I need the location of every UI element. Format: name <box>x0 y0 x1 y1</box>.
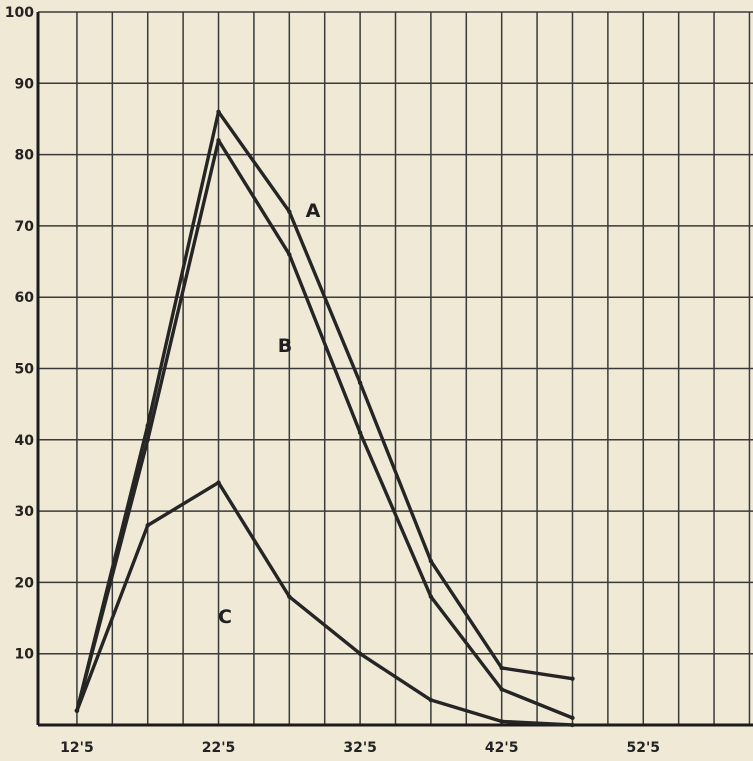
series-C-point-0 <box>74 708 80 713</box>
y-tick-label-10: 10 <box>15 647 35 663</box>
series-B-point-1 <box>145 437 150 442</box>
x-tick-label-4: 52'5 <box>627 740 661 756</box>
series-B-point-6 <box>499 687 504 692</box>
y-tick-label-90: 90 <box>15 76 35 92</box>
y-tick-label-70: 70 <box>15 219 35 235</box>
series-lines <box>74 109 575 728</box>
series-C-point-5 <box>428 697 434 703</box>
series-B-point-4 <box>357 430 363 435</box>
series-A-point-2 <box>216 109 221 115</box>
series-label-A: A <box>306 200 321 222</box>
grid <box>38 11 753 725</box>
series-C-point-3 <box>287 594 292 599</box>
series-line-B <box>75 138 575 720</box>
series-A-point-5 <box>428 558 434 564</box>
y-tick-label-80: 80 <box>15 148 35 164</box>
series-C-point-4 <box>357 651 363 656</box>
axes <box>36 12 753 727</box>
y-tick-label-20: 20 <box>15 575 35 591</box>
series-A-point-3 <box>287 209 292 214</box>
series-B-point-2 <box>216 138 221 143</box>
series-C-point-1 <box>145 523 150 528</box>
tick-labels: 10 20 30 40 50 60 70 80 90 100 12'5 22'5 32'5 42'5 52'… <box>5 5 660 756</box>
x-tick-label-1: 22'5 <box>202 740 236 756</box>
series-label-C: C <box>218 606 232 628</box>
series-B-point-5 <box>428 594 434 599</box>
series-B-point-3 <box>287 252 292 257</box>
series-A-point-6 <box>499 665 504 671</box>
series-C-point-6 <box>499 719 504 724</box>
series-A-point-7 <box>570 676 575 681</box>
series-C-point-2 <box>216 480 221 485</box>
y-tick-label-60: 60 <box>15 290 35 306</box>
series-line-A <box>75 110 575 713</box>
y-tick-label-30: 30 <box>15 504 35 520</box>
series-A-point-4 <box>357 380 363 385</box>
series-label-B: B <box>278 335 292 357</box>
x-tick-label-0: 12'5 <box>60 740 94 756</box>
x-tick-label-3: 42'5 <box>485 740 519 756</box>
series-B-point-7 <box>570 715 575 721</box>
x-tick-label-2: 32'5 <box>343 740 377 756</box>
series-line-C <box>75 480 575 727</box>
series-labels: A B C <box>218 200 321 628</box>
series-A-point-1 <box>145 423 150 428</box>
series-C-point-7 <box>570 722 575 728</box>
y-tick-label-100: 100 <box>5 5 34 21</box>
y-tick-label-40: 40 <box>15 433 35 449</box>
y-tick-label-50: 50 <box>15 362 35 378</box>
